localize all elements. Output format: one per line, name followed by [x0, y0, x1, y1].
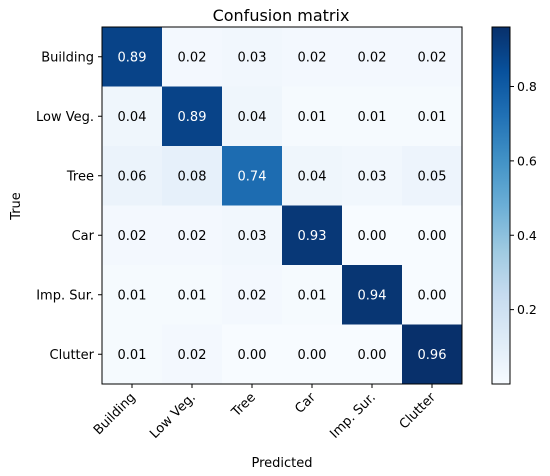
- heatmap-cell: [102, 205, 163, 266]
- heatmap-cells: [102, 27, 463, 385]
- y-tick-label: Building: [41, 50, 94, 65]
- heatmap-cell: [222, 146, 283, 206]
- heatmap-cell: [342, 265, 403, 325]
- cell-value-label: 0.89: [178, 110, 207, 125]
- colorbar-tick-label: 0.8: [517, 79, 537, 94]
- x-axis-ticks: Building Low Veg. Tree Car Imp. Sur. Clutter: [91, 384, 439, 442]
- cell-value-label: 0.00: [358, 348, 387, 363]
- cell-value-label: 0.01: [118, 348, 147, 363]
- cell-value-label: 0.94: [358, 288, 387, 303]
- heatmap-cell: [162, 27, 223, 87]
- x-tick-label: Low Veg.: [147, 390, 199, 442]
- cell-value-label: 0.89: [118, 50, 147, 65]
- heatmap-cell: [402, 324, 463, 385]
- cell-value-label: 0.01: [418, 110, 447, 125]
- heatmap-cell: [402, 265, 463, 325]
- cell-value-label: 0.06: [118, 169, 147, 184]
- cell-value-label: 0.02: [298, 50, 327, 65]
- cell-value-label: 0.00: [238, 348, 267, 363]
- heatmap-cell: [342, 86, 403, 147]
- heatmap-cell: [222, 265, 283, 325]
- heatmap-cell: [102, 86, 163, 147]
- heatmap-cell: [162, 86, 223, 147]
- colorbar-tick-label: 0.2: [517, 302, 537, 317]
- cell-value-label: 0.03: [358, 169, 387, 184]
- heatmap-cell: [342, 146, 403, 206]
- heatmap-cell: [222, 86, 283, 147]
- cell-value-label: 0.04: [238, 110, 267, 125]
- heatmap-cell: [282, 205, 343, 266]
- heatmap-cell: [102, 324, 163, 385]
- y-tick-label: Car: [72, 229, 95, 244]
- cell-value-label: 0.02: [178, 348, 207, 363]
- heatmap-cell: [342, 27, 403, 87]
- y-axis-ticks: Building Low Veg. Tree Car Imp. Sur. Clutter: [36, 50, 102, 363]
- heatmap-cell: [402, 146, 463, 206]
- colorbar-tick-label: 0.6: [517, 153, 537, 168]
- cell-value-label: 0.03: [238, 229, 267, 244]
- x-tick-label: Building: [91, 390, 139, 438]
- heatmap-cell: [282, 146, 343, 206]
- heatmap-cell: [402, 205, 463, 266]
- cell-value-label: 0.00: [418, 229, 447, 244]
- heatmap-cell: [282, 265, 343, 325]
- heatmap-cell: [402, 86, 463, 147]
- x-tick-label: Clutter: [397, 390, 440, 433]
- heatmap-cell: [282, 27, 343, 87]
- y-tick-label: Low Veg.: [36, 110, 94, 125]
- cell-value-label: 0.02: [358, 50, 387, 65]
- heatmap-cell: [342, 205, 403, 266]
- y-axis-label: True: [9, 192, 24, 221]
- x-tick-label: Imp. Sur.: [327, 390, 378, 441]
- heatmap-cell: [162, 265, 223, 325]
- cell-value-label: 0.04: [298, 169, 327, 184]
- cell-value-label: 0.74: [238, 169, 267, 184]
- heatmap-cell: [402, 27, 463, 87]
- heatmap-cell: [162, 324, 223, 385]
- cell-value-label: 0.02: [118, 229, 147, 244]
- cell-value-label: 0.00: [418, 288, 447, 303]
- colorbar-tick-label: 0.4: [517, 228, 537, 243]
- cell-value-label: 0.00: [298, 348, 327, 363]
- cell-value-label: 0.96: [418, 348, 447, 363]
- heatmap-cell: [162, 205, 223, 266]
- cell-value-label: 0.01: [178, 288, 207, 303]
- colorbar: [491, 26, 511, 385]
- heatmap-cell: [102, 265, 163, 325]
- cell-value-label: 0.93: [298, 229, 327, 244]
- heatmap-cell: [222, 27, 283, 87]
- cell-value-label: 0.03: [238, 50, 267, 65]
- cell-value-label: 0.05: [418, 169, 447, 184]
- heatmap-cell: [102, 146, 163, 206]
- heatmap-cell: [222, 324, 283, 385]
- heatmap-cell: [282, 324, 343, 385]
- cell-value-label: 0.02: [178, 50, 207, 65]
- chart-title: Confusion matrix: [213, 6, 350, 25]
- cell-value-label: 0.01: [298, 288, 327, 303]
- plot-frame: [101, 26, 463, 385]
- heatmap-cell-labels: 0.89 0.02 0.03 0.02 0.02 0.02 0.04 0.89 0.04 0.01…: [118, 50, 447, 363]
- cell-value-label: 0.01: [118, 288, 147, 303]
- cell-value-label: 0.02: [418, 50, 447, 65]
- x-tick-label: Tree: [228, 390, 258, 420]
- heatmap-cell: [222, 205, 283, 266]
- x-axis-label: Predicted: [251, 456, 312, 471]
- cell-value-label: 0.04: [118, 110, 147, 125]
- cell-value-label: 0.02: [238, 288, 267, 303]
- cell-value-label: 0.01: [298, 110, 327, 125]
- heatmap-cell: [282, 86, 343, 147]
- cell-value-label: 0.01: [358, 110, 387, 125]
- y-tick-label: Clutter: [50, 348, 95, 363]
- x-tick-label: Car: [292, 390, 319, 417]
- cell-value-label: 0.02: [178, 229, 207, 244]
- cell-value-label: 0.08: [178, 169, 207, 184]
- y-tick-label: Tree: [66, 169, 94, 184]
- heatmap-cell: [342, 324, 403, 385]
- cell-value-label: 0.00: [358, 229, 387, 244]
- y-tick-label: Imp. Sur.: [36, 288, 94, 303]
- colorbar-ticks: 0.2 0.4 0.6 0.8: [510, 79, 537, 317]
- heatmap-cell: [162, 146, 223, 206]
- heatmap-cell: [102, 27, 163, 87]
